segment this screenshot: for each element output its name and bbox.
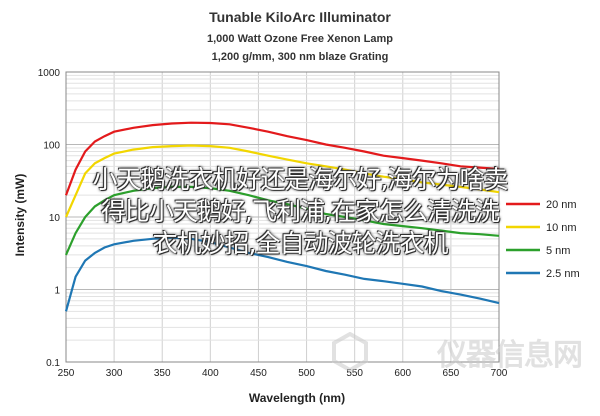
series-line [64,121,500,196]
overlay-text-line-1: 小天鹅洗衣机好还是海尔好,海尔为啥卖 [92,165,509,194]
y-tick-label: 100 [43,141,60,152]
x-tick-label: 600 [394,368,411,379]
series-line [64,144,500,218]
chart-subtitle-1: 1,000 Watt Ozone Free Xenon Lamp [207,33,393,45]
legend-label: 10 nm [546,222,577,234]
chart-title: Tunable KiloArc Illuminator [209,9,391,25]
series-line [64,236,500,312]
y-tick-label: 10 [49,213,61,224]
y-tick-label: 1000 [38,68,61,79]
x-tick-label: 450 [250,368,267,379]
series-line [64,185,500,256]
x-axis-label: Wavelength (nm) [249,391,345,405]
y-tick-label: 1 [54,286,60,297]
overlay-text-line-3: 衣机妙招,全自动波轮洗衣机 [152,229,449,258]
y-tick-label: 0.1 [46,358,60,369]
series-lines [64,121,500,312]
x-tick-label: 550 [346,368,363,379]
x-tick-label: 350 [154,368,171,379]
watermark-logo-icon [332,332,368,372]
legend-label: 2.5 nm [546,268,580,280]
watermark-text: 仪器信息网 [437,338,583,373]
y-axis-ticks: 0.1 1 10 100 1000 [38,68,61,369]
chart-subtitle-2: 1,200 g/mm, 300 nm blaze Grating [212,51,389,63]
x-tick-label: 400 [202,368,219,379]
x-axis-ticks: 250 300 350 400 450 500 550 600 650 700 [58,368,508,379]
x-tick-label: 250 [58,368,75,379]
x-tick-label: 300 [106,368,123,379]
y-axis-label: Intensity (mW) [13,174,27,257]
x-tick-label: 650 [443,368,460,379]
legend-label: 5 nm [546,245,570,257]
legend-label: 20 nm [546,199,577,211]
overlay-text-line-2: 得比小天鹅好,飞利浦,在家怎么清洗洗 [101,197,500,226]
x-tick-label: 700 [491,368,508,379]
x-tick-label: 500 [298,368,315,379]
legend: 20 nm 10 nm 5 nm 2.5 nm [506,199,580,280]
